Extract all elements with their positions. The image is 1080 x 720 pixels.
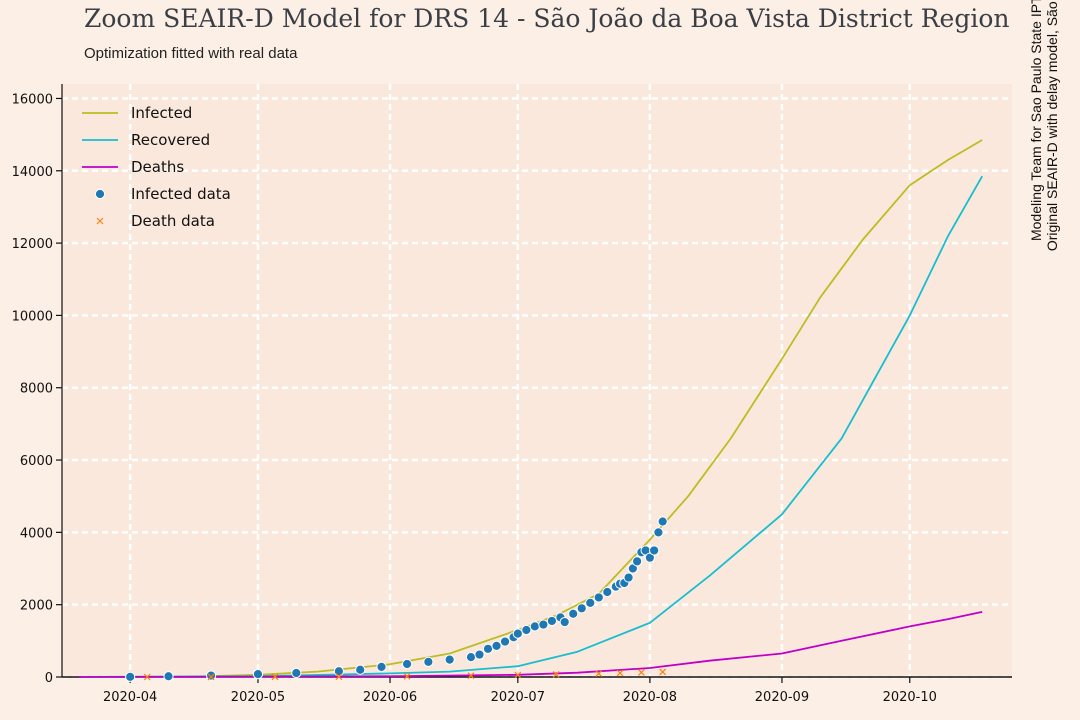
infected-data-point xyxy=(291,667,302,679)
death-data-point xyxy=(143,673,151,681)
death-data-point xyxy=(616,669,624,677)
infected-data-point xyxy=(482,643,494,654)
infected-data-point xyxy=(499,636,511,647)
y-tick-label: 16000 xyxy=(12,92,53,107)
death-data-point xyxy=(659,668,667,676)
infected-data-point xyxy=(125,671,136,682)
chart-subtitle: Optimization fitted with real data xyxy=(84,45,298,62)
legend: Infected Recovered Deaths Infected data Deat… xyxy=(82,104,231,230)
y-tick-label: 14000 xyxy=(12,165,53,180)
death-data-point xyxy=(335,673,343,681)
infected-data-point xyxy=(376,661,387,672)
infected-data-point xyxy=(568,608,579,619)
infected-data-point xyxy=(602,586,613,598)
grid xyxy=(62,84,1012,679)
legend-infected-label: Infected xyxy=(131,104,192,122)
death-data-point xyxy=(595,670,603,677)
x-tick-label: 2020-08 xyxy=(623,690,677,705)
infected-data-point xyxy=(512,628,523,639)
legend-infected-data-label: Infected data xyxy=(131,185,231,203)
deaths-line xyxy=(78,611,983,678)
credit-line-2: Original SEAIR-D with delay model, São P… xyxy=(1044,0,1060,252)
infected-data-point xyxy=(538,619,549,630)
infected-data-point xyxy=(491,640,502,652)
y-tick-label: 10000 xyxy=(12,309,53,324)
legend-death-data-label: Death data xyxy=(131,212,215,230)
infected-data-point xyxy=(657,516,668,527)
x-tick-label: 2020-04 xyxy=(103,690,157,705)
infected-data-point xyxy=(333,666,345,677)
infected-data-point xyxy=(593,592,604,603)
infected-data-point xyxy=(546,615,558,627)
infected-data-point xyxy=(444,654,455,665)
y-tick-label: 0 xyxy=(45,671,53,686)
legend-recovered-label: Recovered xyxy=(131,131,210,149)
infected-data-point xyxy=(521,624,532,636)
infected-data-point xyxy=(632,556,643,567)
x-tick-label: 2020-06 xyxy=(363,690,417,705)
legend-deaths-label: Deaths xyxy=(131,158,184,176)
infected-data-point xyxy=(653,527,664,538)
series xyxy=(78,139,983,682)
recovered-line xyxy=(78,175,983,678)
infected-data-point xyxy=(529,621,540,632)
infected-data-point xyxy=(576,603,587,614)
infected-line xyxy=(78,139,983,678)
death-data-point xyxy=(403,672,411,680)
y-tick-label: 2000 xyxy=(20,599,53,614)
infected-data-point xyxy=(623,572,634,583)
x-tick-label: 2020-07 xyxy=(491,690,545,705)
x-tick-label: 2020-10 xyxy=(883,690,937,705)
death-data-point xyxy=(514,671,522,679)
y-tick-label: 6000 xyxy=(20,454,53,469)
y-tick-label: 12000 xyxy=(12,237,53,252)
death-data-point xyxy=(637,669,645,676)
legend-infected-data-swatch xyxy=(94,188,106,200)
infected-data-point xyxy=(585,597,596,608)
death-data-point xyxy=(271,673,279,681)
death-data-point xyxy=(207,673,215,681)
credits: Modeling Team for Sao Paulo State IPT, U… xyxy=(1028,0,1080,265)
infected-data-point xyxy=(423,656,434,667)
death-data-point xyxy=(552,671,560,678)
y-tick-label: 8000 xyxy=(20,382,53,397)
infected-data-point xyxy=(401,658,413,670)
infected-data-point xyxy=(649,545,660,556)
death-data-point xyxy=(467,672,475,680)
infected-data-point xyxy=(474,649,485,660)
infected-data-point xyxy=(355,664,366,675)
infected-data-point xyxy=(252,669,264,680)
chart-title: Zoom SEAIR-D Model for DRS 14 - São João… xyxy=(84,4,1010,33)
infected-data-point xyxy=(163,671,174,682)
y-tick-label: 4000 xyxy=(20,526,53,541)
x-tick-label: 2020-09 xyxy=(755,690,809,705)
x-tick-label: 2020-05 xyxy=(231,690,285,705)
plot-background xyxy=(62,84,1012,677)
axes: 2020-04 2020-05 2020-06 2020-07 2020-08 2020-… xyxy=(12,84,1012,705)
infected-data-point xyxy=(206,670,217,681)
legend-death-data-swatch xyxy=(96,217,104,225)
infected-data-point xyxy=(465,652,477,663)
credit-line-1: Modeling Team for Sao Paulo State IPT, U… xyxy=(1028,0,1044,242)
infected-data-point xyxy=(559,616,570,628)
